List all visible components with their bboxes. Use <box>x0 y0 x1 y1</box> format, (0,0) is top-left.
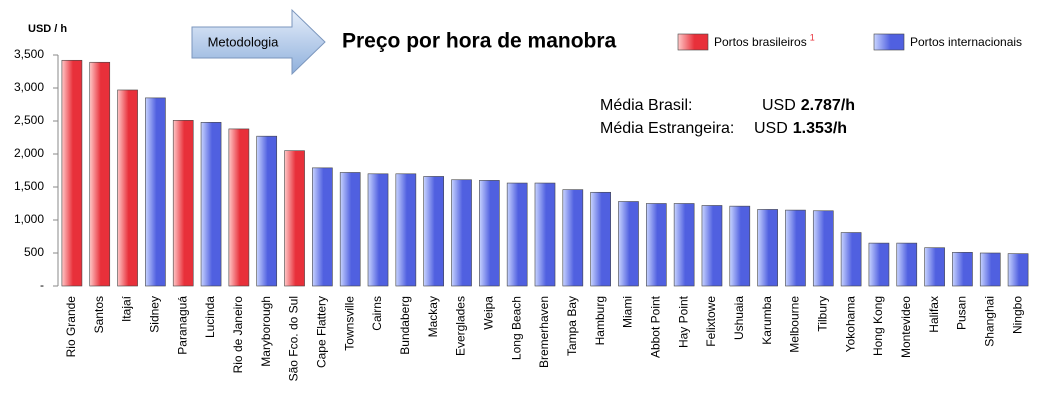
y-tick-label: 2,500 <box>14 113 44 127</box>
bar <box>952 252 973 287</box>
y-tick-label: - <box>40 278 44 292</box>
bar <box>729 205 751 287</box>
bar <box>228 128 250 287</box>
button-label[interactable]: Metodologia <box>208 34 280 49</box>
methodology-button[interactable]: Metodologia <box>191 8 326 76</box>
x-tick-label: Tampa Bay <box>565 296 579 356</box>
y-tick-label: 3,500 <box>14 47 44 61</box>
x-tick-label: Hay Point <box>676 295 690 348</box>
bar <box>673 203 695 287</box>
bar <box>451 179 472 287</box>
x-tick-label: Long Beach <box>509 296 523 360</box>
legend-swatch <box>873 33 905 51</box>
x-tick-label: Hong Kong <box>871 296 885 356</box>
legend-label: Portos internacionais <box>910 35 1022 49</box>
x-tick-label: Maryborough <box>259 296 273 367</box>
y-tick-label: 1,000 <box>14 212 44 226</box>
x-tick-label: Melbourne <box>788 296 802 353</box>
y-tick-label: 500 <box>24 245 44 259</box>
button-arrow[interactable] <box>191 8 326 76</box>
bar <box>89 61 111 287</box>
x-tick-label: Montevideo <box>899 296 913 358</box>
x-tick-label: Rio Grande <box>64 296 78 358</box>
x-tick-label: Sidney <box>148 296 162 333</box>
x-tick-label: Ningbo <box>1010 296 1024 334</box>
x-tick-label: Paranaguá <box>175 296 189 355</box>
x-tick-label: Lucinda <box>203 296 217 338</box>
bar <box>757 209 778 287</box>
y-tick-label: 2,000 <box>14 146 44 160</box>
bar <box>1007 253 1029 287</box>
bar <box>562 189 584 287</box>
bar <box>172 120 194 287</box>
bar <box>479 180 500 287</box>
x-tick-label: Ushuaia <box>732 296 746 340</box>
bar <box>339 172 361 287</box>
x-tick-label: Tilbury <box>815 296 829 332</box>
bar <box>256 135 278 287</box>
bar <box>924 247 945 287</box>
footnote-marker: 1 <box>810 32 815 42</box>
bar <box>367 173 389 287</box>
annotation-prefix: USD <box>762 97 796 114</box>
y-axis-label: USD / h <box>28 23 67 35</box>
bar <box>395 173 417 287</box>
x-tick-label: Bundaberg <box>398 296 412 355</box>
x-tick-label: Abbot Point <box>648 295 662 358</box>
x-tick-label: Santos <box>92 296 106 333</box>
bar <box>534 182 556 287</box>
bar <box>618 201 639 287</box>
bar <box>812 210 834 287</box>
x-tick-label: Itajaí <box>120 295 134 322</box>
annotation-label: Média Estrangeira: <box>600 120 734 137</box>
x-tick-label: Everglades <box>454 296 468 356</box>
bar <box>701 205 723 287</box>
annotation-value: 1.353/h <box>793 120 847 137</box>
x-tick-label: Shanghai <box>982 296 996 347</box>
x-tick-label: Miami <box>621 296 635 328</box>
x-tick-label: Yokohama <box>843 296 857 353</box>
bar <box>840 232 862 287</box>
bar <box>506 182 528 287</box>
annotation-value: 2.787/h <box>801 97 855 114</box>
y-tick-label: 1,500 <box>14 179 44 193</box>
x-tick-label: Mackay <box>426 296 440 337</box>
x-tick-label: Karumba <box>760 296 774 345</box>
x-tick-label: Cape Flattery <box>315 296 329 368</box>
x-tick-label: Pusan <box>955 296 969 330</box>
bar <box>61 59 83 287</box>
x-tick-label: São Fco. do Sul <box>287 296 301 381</box>
annotation-label: Média Brasil: <box>600 97 692 114</box>
bar <box>645 203 667 287</box>
bar <box>590 191 611 287</box>
x-tick-label: Felixtowe <box>704 296 718 347</box>
bar <box>896 242 918 287</box>
bar <box>423 176 445 287</box>
bar <box>117 89 138 287</box>
bar <box>868 242 890 287</box>
legend-label: Portos brasileiros <box>714 35 807 49</box>
chart-title: Preço por hora de manobra <box>342 30 617 53</box>
x-tick-label: Weipa <box>482 296 496 330</box>
y-tick-label: 3,000 <box>14 80 44 94</box>
bar <box>200 122 222 287</box>
legend-swatch <box>677 33 709 51</box>
x-tick-label: Rio de Janeiro <box>231 296 245 374</box>
bar <box>312 167 333 287</box>
bar <box>284 150 305 287</box>
x-tick-label: Townsville <box>342 296 356 351</box>
bar <box>979 252 1001 287</box>
x-tick-label: Bremerhaven <box>537 296 551 368</box>
x-tick-label: Hamburg <box>593 296 607 345</box>
bar <box>785 209 806 287</box>
annotation-prefix: USD <box>754 120 788 137</box>
x-tick-label: Cairns <box>370 296 384 331</box>
bar <box>145 97 166 287</box>
x-tick-label: Halifax <box>927 296 941 333</box>
